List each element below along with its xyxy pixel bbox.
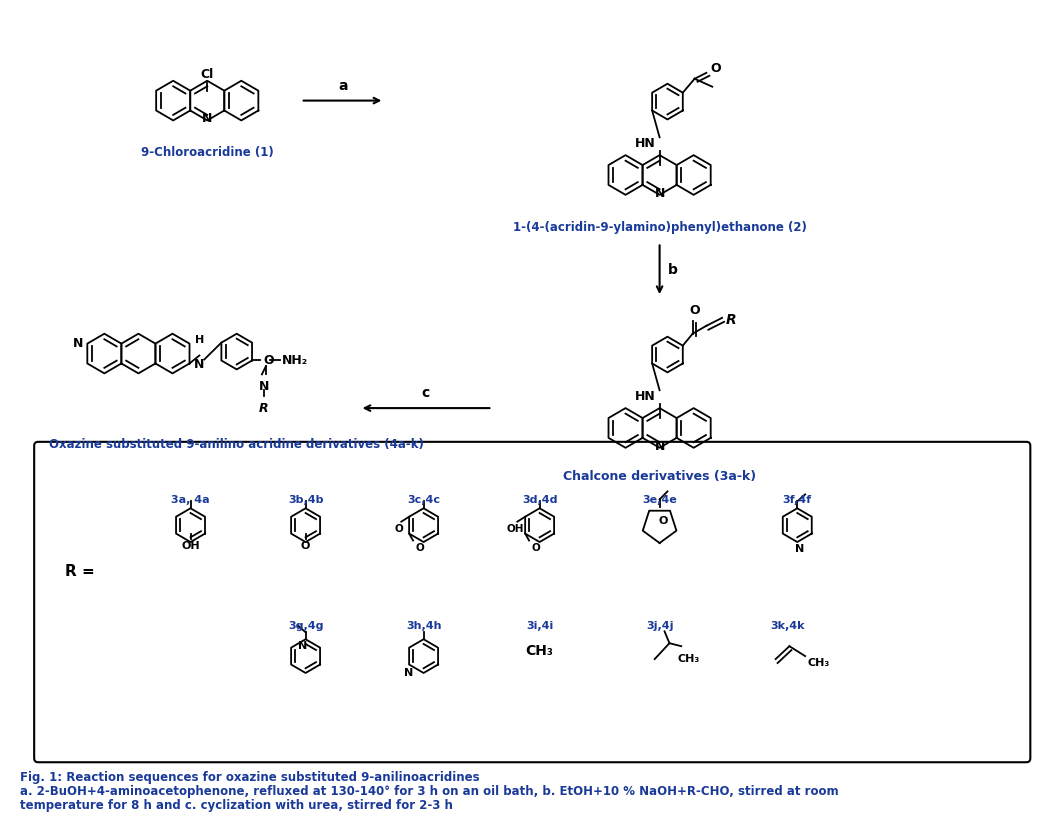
Text: CH₃: CH₃ bbox=[807, 658, 829, 668]
Text: 3k,4k: 3k,4k bbox=[770, 621, 805, 632]
Text: Oxazine substituted 9-anilino acridine derivatives (4a-k): Oxazine substituted 9-anilino acridine d… bbox=[50, 438, 425, 451]
Text: O: O bbox=[415, 543, 424, 552]
Text: O: O bbox=[301, 540, 310, 551]
Text: temperature for 8 h and c. cyclization with urea, stirred for 2-3 h: temperature for 8 h and c. cyclization w… bbox=[20, 799, 453, 812]
Text: 3h,4h: 3h,4h bbox=[406, 621, 442, 632]
Text: HN: HN bbox=[635, 390, 656, 403]
Text: 3g,4g: 3g,4g bbox=[288, 621, 323, 632]
Text: 3c,4c: 3c,4c bbox=[407, 495, 441, 505]
Text: N: N bbox=[258, 380, 269, 393]
Text: O: O bbox=[531, 543, 540, 552]
Text: Chalcone derivatives (3a-k): Chalcone derivatives (3a-k) bbox=[563, 469, 756, 482]
Text: O: O bbox=[711, 62, 721, 75]
Text: N: N bbox=[202, 113, 213, 126]
Text: N: N bbox=[405, 667, 414, 677]
Text: 1-(4-(acridin-9-ylamino)phenyl)ethanone (2): 1-(4-(acridin-9-ylamino)phenyl)ethanone … bbox=[513, 220, 807, 233]
Text: 3f,4f: 3f,4f bbox=[783, 495, 812, 505]
Text: OH: OH bbox=[181, 540, 200, 551]
Text: O: O bbox=[659, 516, 668, 526]
Text: R: R bbox=[259, 402, 269, 415]
Text: NH₂: NH₂ bbox=[282, 354, 308, 367]
Text: N: N bbox=[298, 641, 307, 651]
Text: N: N bbox=[73, 337, 84, 350]
Text: R: R bbox=[726, 313, 737, 327]
Text: 3i,4i: 3i,4i bbox=[526, 621, 553, 632]
Text: N: N bbox=[194, 357, 204, 370]
Text: O: O bbox=[395, 524, 403, 534]
Text: O: O bbox=[264, 354, 274, 367]
Text: N: N bbox=[654, 440, 665, 453]
Text: N: N bbox=[794, 544, 804, 554]
Text: O: O bbox=[689, 304, 700, 317]
Text: Fig. 1: Reaction sequences for oxazine substituted 9-anilinoacridines: Fig. 1: Reaction sequences for oxazine s… bbox=[20, 771, 480, 784]
Text: OH: OH bbox=[506, 524, 524, 534]
Text: HN: HN bbox=[635, 137, 656, 150]
Text: CH₃: CH₃ bbox=[678, 654, 700, 664]
Text: 3e,4e: 3e,4e bbox=[642, 495, 677, 505]
Text: N: N bbox=[654, 187, 665, 200]
Text: H: H bbox=[195, 335, 204, 344]
Text: 9-Chloroacridine (1): 9-Chloroacridine (1) bbox=[141, 146, 273, 159]
Text: a: a bbox=[338, 78, 347, 93]
Text: c: c bbox=[421, 386, 430, 400]
Text: 3j,4j: 3j,4j bbox=[646, 621, 674, 632]
Text: R =: R = bbox=[65, 565, 94, 579]
FancyBboxPatch shape bbox=[34, 441, 1030, 762]
Text: a. 2-BuOH+4-aminoacetophenone, refluxed at 130-140° for 3 h on an oil bath, b. E: a. 2-BuOH+4-aminoacetophenone, refluxed … bbox=[20, 785, 839, 798]
Text: 3b,4b: 3b,4b bbox=[288, 495, 323, 505]
Text: b: b bbox=[667, 263, 678, 277]
Text: Cl: Cl bbox=[200, 68, 214, 81]
Text: CH₃: CH₃ bbox=[525, 644, 554, 659]
Text: 3d,4d: 3d,4d bbox=[522, 495, 557, 505]
Text: 3a, 4a: 3a, 4a bbox=[172, 495, 210, 505]
